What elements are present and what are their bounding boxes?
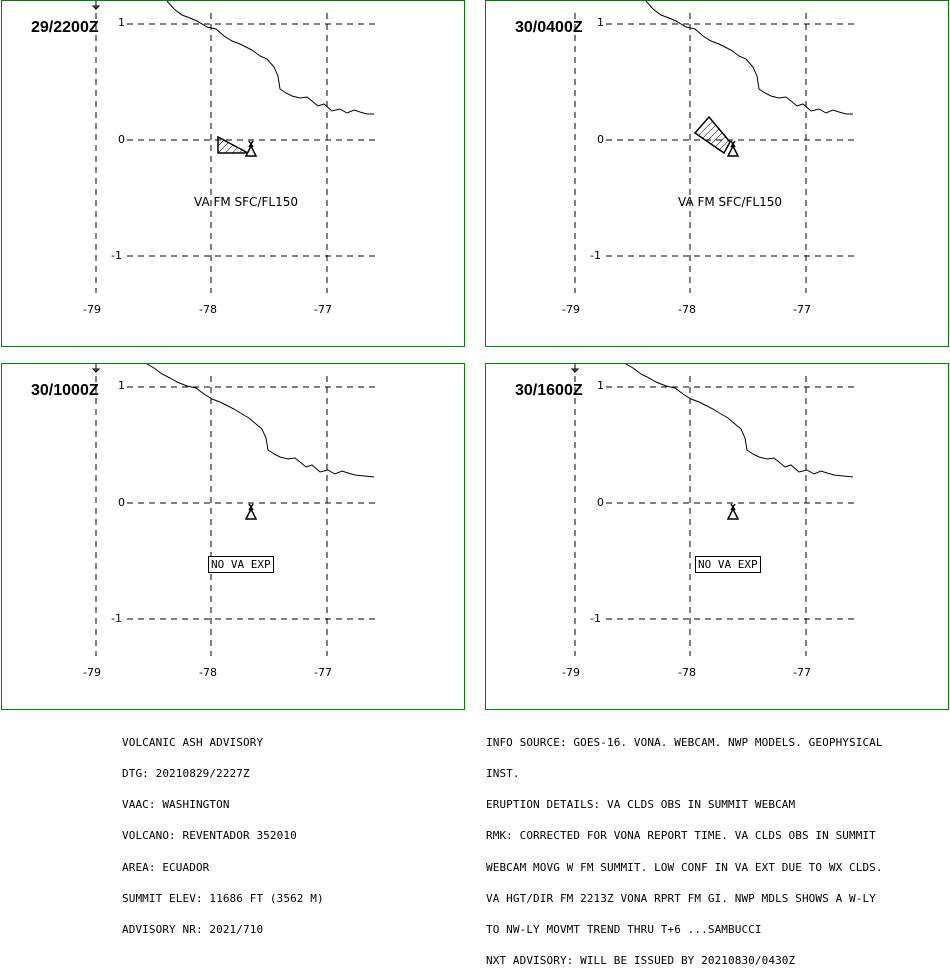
advisory-line: VA HGT/DIR FM 2213Z VONA RPRT FM GI. NWP… bbox=[486, 891, 876, 905]
lat-label-minus1: -1 bbox=[590, 612, 601, 625]
map-panel-4 bbox=[570, 364, 858, 656]
panel-time-label: 30/0400Z bbox=[515, 19, 583, 36]
arrow-marker bbox=[570, 364, 580, 374]
panel-time-label: 30/1600Z bbox=[515, 382, 583, 399]
advisory-remarks-block: INFO SOURCE: GOES-16. VONA. WEBCAM. NWP … bbox=[486, 717, 883, 977]
advisory-line: DTG: 20210829/2227Z bbox=[122, 767, 250, 781]
lon-label-77: -77 bbox=[314, 303, 332, 316]
lon-label-78: -78 bbox=[678, 303, 696, 316]
advisory-line: VAAC: WASHINGTON bbox=[122, 798, 230, 812]
map-panel-2 bbox=[574, 1, 858, 293]
forecast-panel-3: 30/1000Z 1 0 -1 -79 -78 -77 NO VA EXP bbox=[1, 363, 465, 710]
forecast-panel-4: 30/1600Z 1 0 -1 -79 -78 -77 NO VA EXP bbox=[485, 363, 949, 710]
forecast-panel-1: 29/2200Z 1 0 -1 -79 -78 -77 VA FM SFC/FL… bbox=[1, 0, 465, 347]
lat-label-minus1: -1 bbox=[590, 249, 601, 262]
advisory-line: INFO SOURCE: GOES-16. VONA. WEBCAM. NWP … bbox=[486, 735, 883, 749]
coastline bbox=[166, 1, 374, 115]
lon-label-78: -78 bbox=[199, 666, 217, 679]
lat-label-minus1: -1 bbox=[111, 249, 122, 262]
lon-label-79: -79 bbox=[83, 303, 101, 316]
advisory-line: SUMMIT ELEV: 11686 FT (3562 M) bbox=[122, 891, 324, 905]
lon-label-78: -78 bbox=[199, 303, 217, 316]
lat-label-0: 0 bbox=[118, 496, 125, 509]
lon-label-79: -79 bbox=[562, 666, 580, 679]
advisory-line: VOLCANO: REVENTADOR 352010 bbox=[122, 829, 297, 843]
ash-cloud bbox=[217, 135, 249, 154]
lat-label-0: 0 bbox=[118, 133, 125, 146]
va-message: VA FM SFC/FL150 bbox=[194, 195, 298, 209]
lon-label-77: -77 bbox=[314, 666, 332, 679]
lat-label-1: 1 bbox=[597, 379, 604, 392]
lat-label-0: 0 bbox=[597, 133, 604, 146]
panel-time-label: 30/1000Z bbox=[31, 382, 99, 399]
ash-cloud bbox=[693, 115, 731, 155]
lon-label-78: -78 bbox=[678, 666, 696, 679]
advisory-line: INST. bbox=[486, 767, 520, 781]
lat-label-minus1: -1 bbox=[111, 612, 122, 625]
lat-label-1: 1 bbox=[118, 16, 125, 29]
advisory-line: ERUPTION DETAILS: VA CLDS OBS IN SUMMIT … bbox=[486, 798, 796, 812]
advisory-line: ADVISORY NR: 2021/710 bbox=[122, 923, 264, 937]
arrow-marker bbox=[91, 364, 101, 374]
advisory-line: TO NW-LY MOVMT TREND THRU T+6 ...SAMBUCC… bbox=[486, 923, 762, 937]
lat-label-1: 1 bbox=[118, 379, 125, 392]
volcano-icon bbox=[726, 140, 740, 157]
no-va-expected-box: NO VA EXP bbox=[695, 556, 761, 573]
advisory-line: VOLCANIC ASH ADVISORY bbox=[122, 735, 264, 749]
map-panel-1 bbox=[91, 1, 377, 293]
lat-label-1: 1 bbox=[597, 16, 604, 29]
advisory-header-block: VOLCANIC ASH ADVISORY DTG: 20210829/2227… bbox=[122, 717, 324, 946]
coastline bbox=[146, 364, 375, 478]
coastline bbox=[645, 1, 853, 115]
lat-label-0: 0 bbox=[597, 496, 604, 509]
lon-label-79: -79 bbox=[83, 666, 101, 679]
volcano-icon bbox=[244, 503, 258, 520]
advisory-line: NXT ADVISORY: WILL BE ISSUED BY 20210830… bbox=[486, 954, 796, 968]
advisory-line: RMK: CORRECTED FOR VONA REPORT TIME. VA … bbox=[486, 829, 876, 843]
lon-label-77: -77 bbox=[793, 666, 811, 679]
coastline bbox=[625, 364, 854, 478]
map-panel-3 bbox=[91, 364, 377, 656]
panel-time-label: 29/2200Z bbox=[31, 19, 99, 36]
volcano-icon bbox=[726, 503, 740, 520]
advisory-line: AREA: ECUADOR bbox=[122, 860, 210, 874]
lon-label-77: -77 bbox=[793, 303, 811, 316]
va-message: VA FM SFC/FL150 bbox=[678, 195, 782, 209]
no-va-expected-box: NO VA EXP bbox=[208, 556, 274, 573]
volcano-icon bbox=[244, 140, 258, 157]
forecast-panel-2: 30/0400Z 1 0 -1 -79 -78 -77 VA FM SFC/FL… bbox=[485, 0, 949, 347]
advisory-line: WEBCAM MOVG W FM SUMMIT. LOW CONF IN VA … bbox=[486, 860, 883, 874]
lon-label-79: -79 bbox=[562, 303, 580, 316]
arrow-marker bbox=[91, 1, 101, 11]
